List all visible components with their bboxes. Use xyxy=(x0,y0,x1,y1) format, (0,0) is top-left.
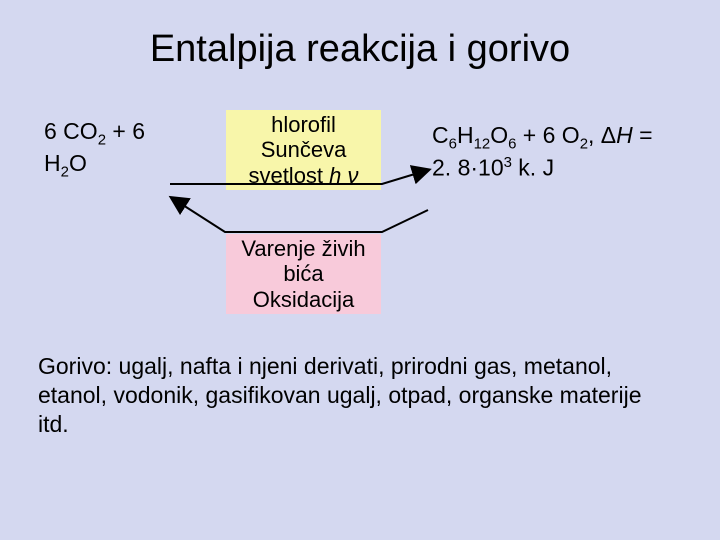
reactant-co2-sub: 2 xyxy=(98,132,106,149)
prod-eq: = xyxy=(633,122,653,148)
reactants-block: 6 CO2 + 6 H2O xyxy=(44,118,194,181)
box-top-line3-pre: svetlost xyxy=(248,163,329,188)
prod-dH: , Δ xyxy=(588,122,616,148)
prod-val-post: k. J xyxy=(512,154,554,180)
box-top-line2: Sunčeva xyxy=(261,137,347,162)
box-bot-line3: Oksidacija xyxy=(253,287,354,312)
prod-h: H xyxy=(457,122,474,148)
reactant-line1-post: + 6 xyxy=(106,118,145,144)
slide-title: Entalpija reakcija i gorivo xyxy=(0,0,720,71)
prod-plus: + 6 O xyxy=(516,122,579,148)
reactant-line2-post: O xyxy=(69,150,87,176)
prod-c: C xyxy=(432,122,449,148)
box-top-h: h xyxy=(329,163,341,188)
box-bot-line2: bića xyxy=(283,261,323,286)
box-bot-line1: Varenje živih xyxy=(241,236,365,261)
reactant-line2-pre: H xyxy=(44,150,61,176)
reactant-line1-pre: 6 CO xyxy=(44,118,98,144)
box-top-line1: hlorofil xyxy=(271,112,336,137)
prod-H: H xyxy=(616,122,633,148)
prod-val-pre: 2. 8·10 xyxy=(432,154,504,180)
prod-h12sub: 12 xyxy=(474,136,491,153)
fuel-footer-text: Gorivo: ugalj, nafta i njeni derivati, p… xyxy=(38,352,678,438)
prod-val-sup: 3 xyxy=(504,154,512,171)
box-top-nu: ν xyxy=(348,163,359,188)
prod-o: O xyxy=(490,122,508,148)
reactant-h2o-sub: 2 xyxy=(61,163,69,180)
prod-o2sub: 2 xyxy=(580,136,588,153)
prod-c6sub: 6 xyxy=(449,136,457,153)
oxidation-box: Varenje živih bića Oksidacija xyxy=(226,234,381,314)
photosynthesis-box: hlorofil Sunčeva svetlost h ν xyxy=(226,110,381,190)
products-block: C6H12O6 + 6 O2, ΔH = 2. 8·103 k. J xyxy=(432,122,692,182)
